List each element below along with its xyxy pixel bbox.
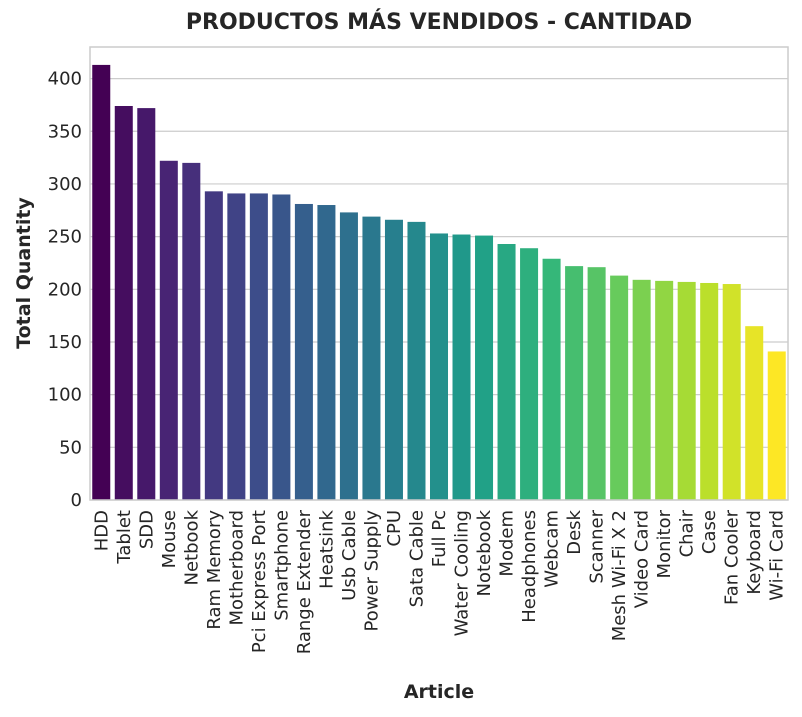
bar	[475, 235, 494, 501]
x-tick-label: Desk	[564, 509, 585, 554]
y-tick-label: 200	[48, 279, 82, 300]
x-tick-label: Case	[699, 510, 720, 554]
y-tick-label: 0	[71, 490, 82, 511]
x-tick-label: Netbook	[181, 509, 202, 585]
x-tick-label: Water Cooling	[452, 510, 473, 636]
bar	[745, 326, 764, 500]
bar	[384, 219, 403, 500]
bar	[767, 351, 786, 500]
x-tick-label: HDD	[91, 510, 112, 551]
x-tick-label: CPU	[384, 510, 405, 547]
x-tick-label: Power Supply	[361, 510, 382, 632]
x-tick-label: Pci Express Port	[249, 510, 270, 653]
bar	[137, 108, 156, 500]
x-tick-label: Sata Cable	[406, 510, 427, 607]
bar	[272, 194, 291, 500]
x-tick-label: Notebook	[474, 509, 495, 596]
bar	[159, 160, 178, 501]
bar	[249, 193, 268, 501]
bar	[114, 105, 133, 500]
bars	[92, 64, 786, 501]
x-tick-label: Monitor	[654, 509, 675, 578]
y-tick-label: 100	[48, 385, 82, 406]
bar	[677, 281, 696, 500]
y-tick-labels: 0 50 100 150 200 250 300 350 400	[48, 69, 82, 511]
bar	[565, 266, 584, 500]
x-tick-label: Modem	[497, 510, 518, 577]
bar	[520, 248, 539, 500]
x-tick-label: Full Pc	[429, 510, 450, 567]
bar	[610, 275, 629, 500]
bar	[204, 191, 223, 500]
bar	[700, 282, 719, 500]
x-tick-label: Smartphone	[271, 510, 292, 621]
y-tick-label: 150	[48, 332, 82, 353]
bar	[542, 258, 561, 500]
x-tick-label: Heatsink	[316, 509, 337, 588]
x-tick-labels: HDD Tablet SDD Mouse Netbook Ram Memory Mother…	[91, 509, 787, 654]
y-tick-label: 50	[59, 437, 82, 458]
y-axis-label: Total Quantity	[13, 197, 35, 349]
x-tick-label: Headphones	[519, 510, 540, 623]
bar	[227, 193, 246, 501]
bar	[497, 244, 516, 500]
bar	[587, 267, 606, 500]
x-tick-label: Motherboard	[226, 510, 247, 625]
x-tick-label: Range Extender	[294, 509, 315, 654]
y-tick-label: 400	[48, 69, 82, 90]
bar	[362, 216, 381, 500]
x-tick-label: Ram Memory	[204, 510, 225, 630]
chart-title: PRODUCTOS MÁS VENDIDOS - CANTIDAD	[185, 10, 693, 35]
bar	[294, 203, 313, 500]
x-tick-label: Webcam	[542, 510, 563, 588]
bar	[317, 205, 336, 500]
bar	[407, 221, 426, 500]
x-tick-label: Chair	[677, 509, 698, 557]
y-tick-label: 250	[48, 227, 82, 248]
x-axis-label: Article	[404, 681, 474, 703]
x-tick-label: Scanner	[587, 509, 608, 583]
bar	[182, 162, 201, 500]
x-tick-label: Mesh Wi-Fi X 2	[609, 510, 630, 641]
plot-frame	[89, 46, 789, 501]
x-tick-label: Fan Cooler	[722, 509, 743, 605]
bar	[429, 233, 449, 500]
bar	[92, 64, 111, 500]
x-tick-label: SDD	[136, 510, 157, 549]
y-tick-label: 300	[48, 174, 82, 195]
y-tick-label: 350	[48, 121, 82, 142]
x-tick-label: Wi-Fi Card	[767, 510, 788, 601]
bar	[452, 234, 471, 500]
bar	[339, 212, 358, 500]
x-tick-label: Usb Cable	[339, 510, 360, 601]
x-tick-label: Mouse	[159, 510, 180, 568]
x-tick-label: Keyboard	[744, 510, 765, 595]
bar	[655, 280, 674, 500]
bar	[722, 284, 741, 500]
bar	[632, 279, 651, 500]
x-tick-label: Video Card	[632, 510, 653, 608]
x-tick-label: Tablet	[114, 510, 135, 565]
